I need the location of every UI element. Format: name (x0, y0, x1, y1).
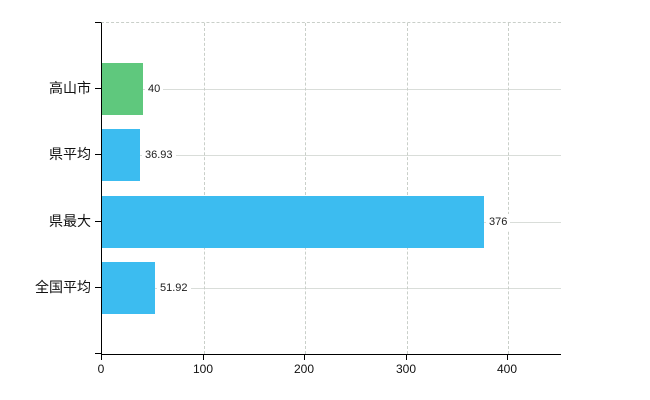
y-axis-tick (95, 88, 101, 89)
bar-value-label: 40 (145, 81, 164, 97)
y-axis-tick (95, 287, 101, 288)
horizontal-gridline (102, 155, 561, 156)
vertical-gridline (407, 23, 408, 354)
category-label: 高山市 (49, 80, 91, 96)
bar (102, 129, 140, 181)
category-label: 県最大 (49, 213, 91, 229)
x-axis-tick (507, 354, 508, 360)
plot-area: 40 36.93 376 51.92 (101, 22, 561, 355)
x-tick-label: 100 (192, 362, 214, 376)
x-tick-label: 300 (395, 362, 417, 376)
x-tick-label: 0 (97, 362, 105, 376)
bar-value-label: 36.93 (142, 147, 176, 163)
bar (102, 262, 155, 314)
x-axis-tick (304, 354, 305, 360)
bar-value-label: 51.92 (157, 280, 191, 296)
x-axis-tick (406, 354, 407, 360)
horizontal-gridline (102, 288, 561, 289)
vertical-gridline (305, 23, 306, 354)
category-label: 県平均 (49, 146, 91, 162)
y-axis-tick (95, 22, 101, 23)
vertical-gridline (508, 23, 509, 354)
bar (102, 196, 484, 248)
y-axis-tick (95, 154, 101, 155)
x-axis-tick (101, 354, 102, 360)
horizontal-gridline (102, 89, 561, 90)
x-axis-tick (203, 354, 204, 360)
x-tick-label: 200 (293, 362, 315, 376)
y-axis-tick (95, 353, 101, 354)
bar (102, 63, 143, 115)
x-tick-label: 400 (496, 362, 518, 376)
y-axis-tick (95, 221, 101, 222)
bar-value-label: 376 (486, 214, 511, 230)
vertical-gridline (204, 23, 205, 354)
category-label: 全国平均 (35, 279, 91, 295)
